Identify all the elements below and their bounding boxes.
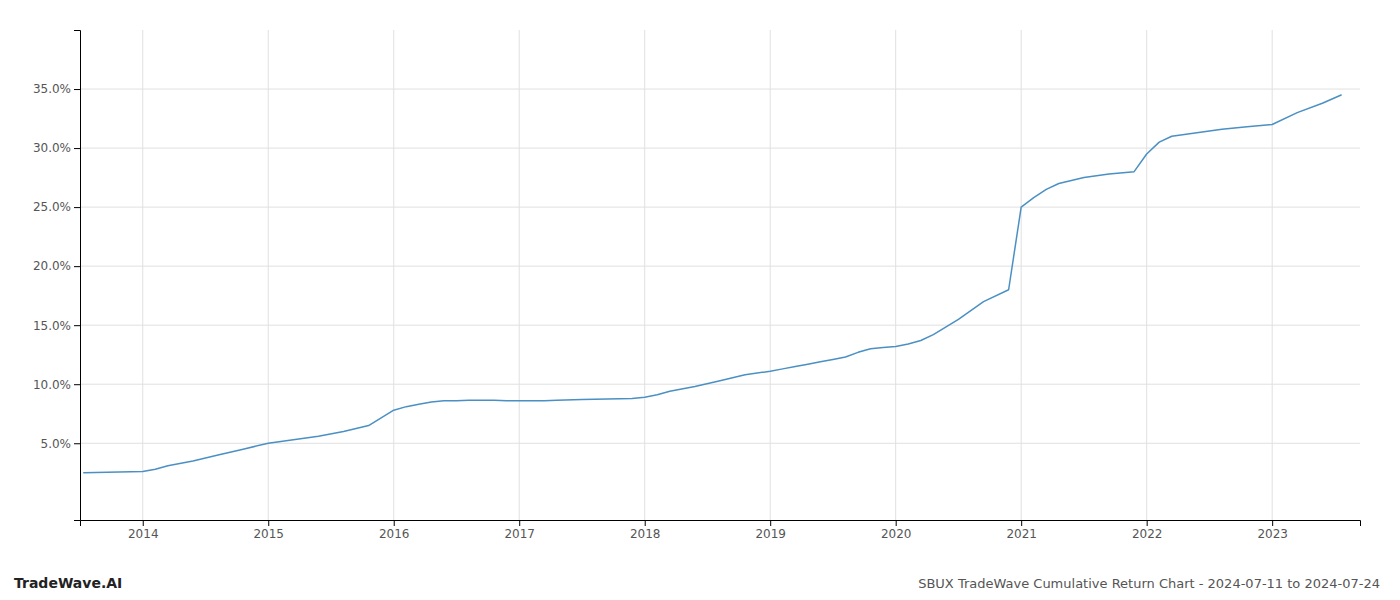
grid-line-x (393, 30, 394, 520)
x-tick-label: 2023 (1257, 527, 1288, 541)
x-tick: 2015 (253, 520, 284, 541)
y-tick-label: 5.0% (41, 437, 72, 451)
grid-line-x (1021, 30, 1022, 520)
grid-line-y (80, 207, 1360, 208)
x-tick-label: 2021 (1006, 527, 1037, 541)
x-tick-mark (268, 520, 269, 526)
x-tick: 2022 (1132, 520, 1163, 541)
x-tick-mark (1272, 520, 1273, 526)
y-tick: 15.0% (33, 319, 80, 333)
x-tick-mark (1147, 520, 1148, 526)
chart: 2014 2015 2016 2017 2018 2019 2020 2021 2022 2023… (0, 0, 1400, 600)
x-tick-label: 2015 (253, 527, 284, 541)
x-tick-mark (394, 520, 395, 526)
y-tick-mark (74, 89, 80, 90)
x-tick-mark (1021, 520, 1022, 526)
x-tick: 2020 (881, 520, 912, 541)
x-tick-label: 2020 (881, 527, 912, 541)
y-tick: 30.0% (33, 141, 80, 155)
y-tick-mark (74, 384, 80, 385)
plot: 2014 2015 2016 2017 2018 2019 2020 2021 2022 2023… (33, 30, 1361, 541)
x-tick-label: 2018 (630, 527, 661, 541)
y-tick: 10.0% (33, 378, 80, 392)
grid-line-x (644, 30, 645, 520)
watermark: TradeWave.AI (14, 575, 122, 591)
x-tick-mark (896, 520, 897, 526)
marks (84, 95, 1341, 473)
x-tick-mark (519, 520, 520, 526)
y-axis-line (74, 31, 81, 521)
x-axis: 2014 2015 2016 2017 2018 2019 2020 2021 2022 2023 (81, 520, 1361, 541)
grid-line-x (1146, 30, 1147, 520)
x-tick: 2016 (379, 520, 410, 541)
y-tick-label: 30.0% (33, 141, 71, 155)
grid-line-y (80, 384, 1360, 385)
y-tick-label: 35.0% (33, 82, 71, 96)
y-tick-label: 15.0% (33, 319, 71, 333)
grid-line-x (895, 30, 896, 520)
background (0, 0, 1400, 600)
grid-line-y (80, 266, 1360, 267)
y-tick: 35.0% (33, 82, 80, 96)
x-tick-label: 2017 (504, 527, 535, 541)
x-tick: 2019 (755, 520, 786, 541)
x-axis-line (81, 521, 1361, 527)
grid-line-x (142, 30, 143, 520)
x-tick-mark (645, 520, 646, 526)
y-tick: 5.0% (41, 437, 81, 451)
x-tick-mark (770, 520, 771, 526)
grid-line-y (80, 89, 1360, 90)
grid-line-y (80, 148, 1360, 149)
x-tick-label: 2022 (1132, 527, 1163, 541)
y-tick-mark (74, 443, 80, 444)
y-tick-label: 25.0% (33, 200, 71, 214)
x-tick: 2014 (128, 520, 159, 541)
x-tick: 2018 (630, 520, 661, 541)
grid-line-x (519, 30, 520, 520)
x-tick-label: 2014 (128, 527, 159, 541)
y-tick: 25.0% (33, 200, 80, 214)
x-tick-label: 2019 (755, 527, 786, 541)
x-tick: 2017 (504, 520, 535, 541)
y-tick-label: 20.0% (33, 259, 71, 273)
y-tick-mark (74, 148, 80, 149)
x-tick: 2023 (1257, 520, 1288, 541)
x-tick: 2021 (1006, 520, 1037, 541)
y-tick-mark (74, 207, 80, 208)
x-tick-mark (143, 520, 144, 526)
y-tick-label: 10.0% (33, 378, 71, 392)
y-axis: 5.0% 10.0% 15.0% 20.0% 25.0% 30.0% 35.0% (33, 31, 81, 521)
grid-line-y (80, 325, 1360, 326)
grid (80, 30, 1360, 520)
y-tick: 20.0% (33, 259, 80, 273)
y-tick-mark (74, 266, 80, 267)
grid-line-x (268, 30, 269, 520)
grid-line-x (1272, 30, 1273, 520)
y-tick-mark (74, 325, 80, 326)
x-tick-label: 2016 (379, 527, 410, 541)
line (84, 95, 1341, 473)
grid-line-x (770, 30, 771, 520)
title: SBUX TradeWave Cumulative Return Chart -… (918, 576, 1380, 591)
